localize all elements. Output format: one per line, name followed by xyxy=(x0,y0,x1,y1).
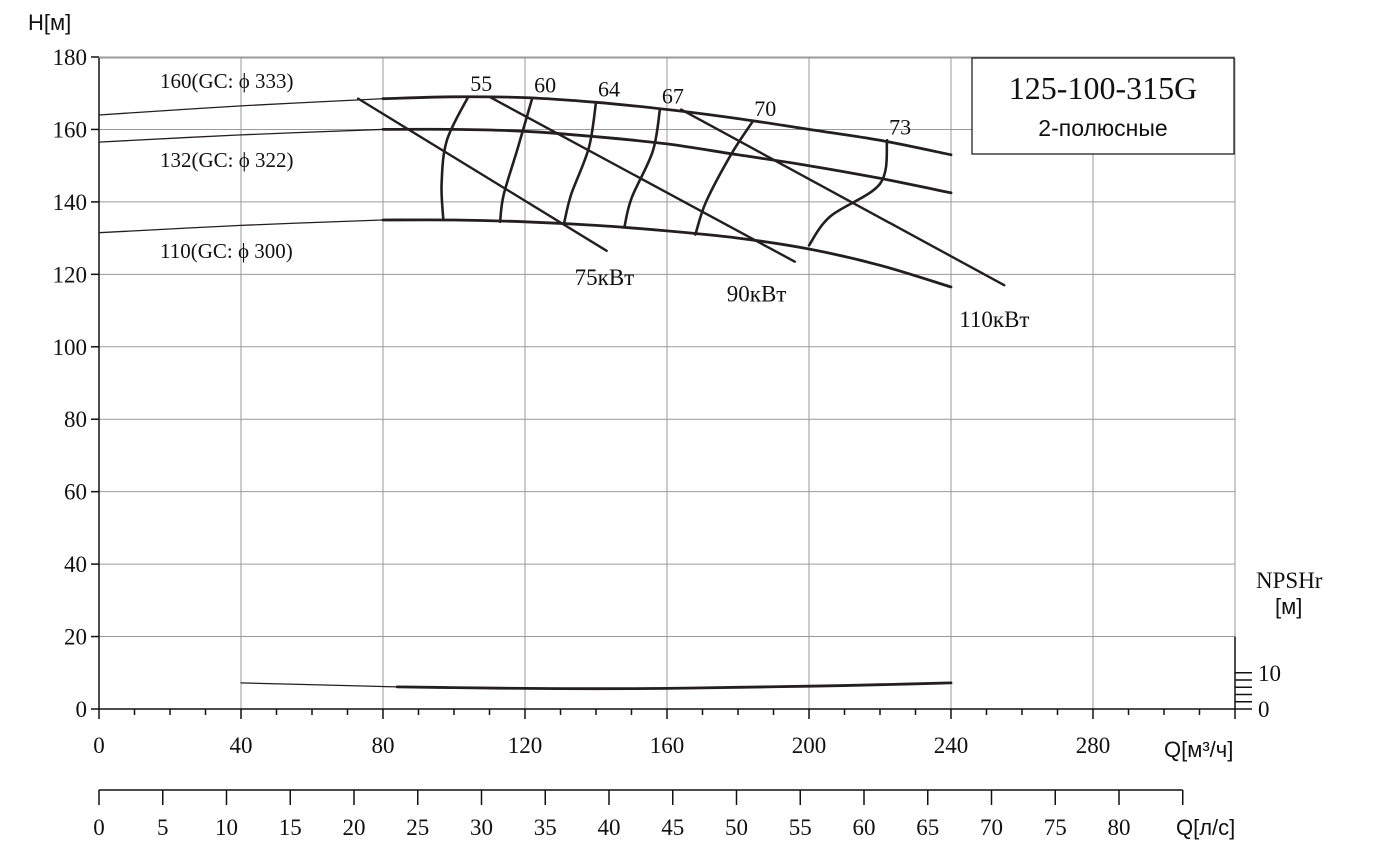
head-curve xyxy=(381,95,953,157)
x2-tick-label: 75 xyxy=(1044,815,1067,840)
power-label: 110кВт xyxy=(959,307,1029,332)
x2-axis-title: Q[л/с] xyxy=(1176,815,1235,840)
efficiency-label: 73 xyxy=(889,114,911,139)
y-tick-label: 180 xyxy=(53,45,88,70)
npsh-axis-title: NPSHr xyxy=(1256,568,1323,593)
x2-tick-label: 15 xyxy=(279,815,302,840)
x2-tick-label: 40 xyxy=(598,815,621,840)
y-tick-label: 20 xyxy=(64,625,87,650)
npsh-tick-label: 0 xyxy=(1258,697,1270,722)
y-tick-label: 60 xyxy=(64,480,87,505)
power-line xyxy=(488,95,796,263)
x-tick-label: 80 xyxy=(372,733,395,758)
head-curve xyxy=(381,218,953,289)
head-curve-thin xyxy=(98,128,384,143)
x-tick-label: 240 xyxy=(934,733,969,758)
x2-tick-label: 45 xyxy=(661,815,684,840)
efficiency-curve xyxy=(623,108,662,229)
efficiency-curve xyxy=(694,120,754,236)
x2-tick-label: 35 xyxy=(534,815,557,840)
head-curve-thin xyxy=(98,98,384,116)
head-curve xyxy=(381,127,953,195)
efficiency-curve xyxy=(440,95,470,222)
efficiency-curve xyxy=(498,97,534,224)
title-box xyxy=(971,57,1235,155)
y-tick-label: 0 xyxy=(76,697,88,722)
x2-tick-label: 80 xyxy=(1108,815,1131,840)
x-tick-label: 160 xyxy=(650,733,685,758)
x-tick-label: 120 xyxy=(508,733,543,758)
efficiency-label: 60 xyxy=(534,73,556,98)
x2-tick-label: 55 xyxy=(789,815,812,840)
head-curve-thin xyxy=(98,219,384,234)
x-tick-label: 0 xyxy=(93,733,105,758)
x-tick-label: 40 xyxy=(230,733,253,758)
efficiency-curve xyxy=(562,101,598,225)
y-tick-label: 80 xyxy=(64,407,87,432)
efficiency-label: 64 xyxy=(598,76,620,101)
efficiency-label: 55 xyxy=(470,71,492,96)
x2-tick-label: 0 xyxy=(93,815,105,840)
y-tick-label: 160 xyxy=(53,117,88,142)
power-label: 90кВт xyxy=(727,282,787,307)
npsh-curve xyxy=(395,681,953,691)
x2-tick-label: 50 xyxy=(725,815,748,840)
x2-tick-label: 60 xyxy=(853,815,876,840)
power-line xyxy=(680,108,1006,287)
power-line xyxy=(356,97,608,252)
x-tick-label: 200 xyxy=(792,733,827,758)
x2-tick-label: 30 xyxy=(470,815,493,840)
x-axis-title: Q[м³/ч] xyxy=(1164,737,1233,762)
y-axis-title: H[м] xyxy=(28,10,71,35)
efficiency-label: 67 xyxy=(662,84,684,109)
axes xyxy=(91,56,1252,805)
y-tick-label: 120 xyxy=(53,262,88,287)
npsh-curve-thin xyxy=(240,682,398,688)
x2-tick-label: 70 xyxy=(980,815,1003,840)
y-tick-label: 100 xyxy=(53,335,88,360)
head-curve-label: 110(GC: ϕ 300) xyxy=(160,239,293,263)
curves xyxy=(98,95,1006,691)
x2-tick-label: 20 xyxy=(343,815,366,840)
grid-lines xyxy=(99,56,1236,709)
chart-title: 125-100-315G xyxy=(1009,70,1197,106)
power-label: 75кВт xyxy=(575,265,635,290)
y-tick-label: 140 xyxy=(53,190,88,215)
efficiency-label: 70 xyxy=(754,96,776,121)
x2-tick-label: 65 xyxy=(916,815,939,840)
x-tick-label: 280 xyxy=(1076,733,1111,758)
npsh-tick-label: 10 xyxy=(1258,661,1281,686)
x2-tick-label: 5 xyxy=(157,815,169,840)
chart-subtitle: 2-полюсные xyxy=(1038,115,1167,141)
head-curve-label: 132(GC: ϕ 322) xyxy=(160,148,294,172)
head-curve-label: 160(GC: ϕ 333) xyxy=(160,69,294,93)
npsh-axis-unit: [м] xyxy=(1275,594,1302,619)
x2-tick-label: 25 xyxy=(406,815,429,840)
efficiency-curve xyxy=(807,139,889,247)
y-tick-label: 40 xyxy=(64,552,87,577)
x2-tick-label: 10 xyxy=(215,815,238,840)
